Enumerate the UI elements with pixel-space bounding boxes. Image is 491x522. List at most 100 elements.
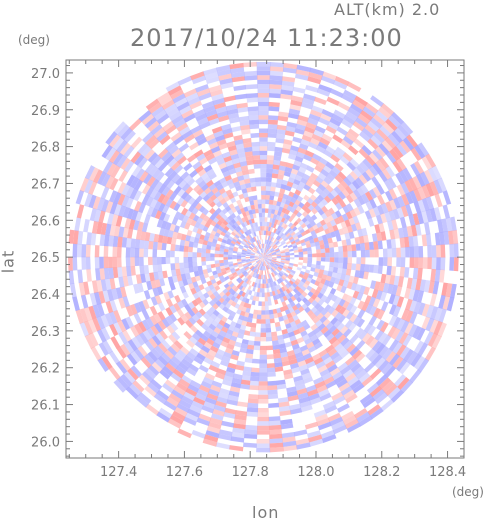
echo-cell xyxy=(261,310,265,314)
echo-cell xyxy=(206,253,211,257)
echo-cell xyxy=(387,248,392,257)
echo-cell xyxy=(325,253,330,258)
x-tick-label: 127.6 xyxy=(166,465,203,480)
echo-cell xyxy=(86,257,91,270)
echo-cell xyxy=(261,186,266,190)
echo-cell xyxy=(360,264,365,272)
echo-cell xyxy=(255,177,261,182)
echo-cell xyxy=(361,257,366,264)
echo-cell xyxy=(449,257,454,271)
y-tick-label: 26.0 xyxy=(31,435,60,450)
echo-cell xyxy=(246,412,258,417)
echo-cell xyxy=(257,71,270,76)
echo-cell xyxy=(266,182,272,187)
echo-cell xyxy=(259,213,262,218)
echo-cell xyxy=(267,142,275,147)
echo-cell xyxy=(148,241,153,250)
echo-cell xyxy=(252,146,260,151)
echo-cell xyxy=(259,142,267,147)
echo-cell xyxy=(254,341,261,346)
echo-cell xyxy=(365,250,370,258)
echo-cell xyxy=(219,254,224,257)
echo-cell xyxy=(369,265,374,273)
echo-cell xyxy=(334,257,339,262)
echo-cell xyxy=(232,257,237,259)
echo-cell xyxy=(432,257,437,269)
echo-cell xyxy=(418,257,423,268)
echo-cell xyxy=(247,407,258,412)
echo-cell xyxy=(262,222,265,226)
echo-cell xyxy=(81,244,86,257)
echo-cell xyxy=(261,191,266,196)
echo-cell xyxy=(261,200,265,204)
echo-cell xyxy=(272,173,279,178)
echo-cell xyxy=(329,262,334,267)
echo-cell xyxy=(197,266,202,271)
echo-cell xyxy=(260,151,268,155)
echo-cell xyxy=(99,257,104,269)
echo-cell xyxy=(270,187,276,192)
echo-cell xyxy=(166,250,171,257)
echo-cell xyxy=(321,253,326,257)
echo-cell xyxy=(414,246,419,257)
echo-cell xyxy=(249,124,259,129)
echo-cell xyxy=(257,421,269,425)
echo-cell xyxy=(139,257,144,266)
echo-cell xyxy=(157,257,162,265)
echo-cell xyxy=(436,245,441,258)
echo-cell xyxy=(245,425,258,430)
echo-cell xyxy=(271,332,277,337)
echo-cell xyxy=(206,257,211,261)
echo-cell xyxy=(253,155,260,160)
echo-cell xyxy=(265,195,270,200)
echo-cell xyxy=(265,306,269,311)
echo-cell xyxy=(248,169,255,174)
echo-cell xyxy=(262,204,266,209)
echo-cell xyxy=(266,168,273,173)
echo-cell xyxy=(449,244,454,258)
echo-cell xyxy=(351,244,356,251)
echo-cell xyxy=(269,429,282,434)
echo-cell xyxy=(170,263,175,270)
echo-cell xyxy=(338,246,343,252)
echo-cell xyxy=(299,254,304,257)
echo-cell xyxy=(269,438,283,443)
echo-cell xyxy=(68,257,73,271)
echo-cell xyxy=(179,245,184,251)
echo-cell xyxy=(188,252,193,258)
echo-cell xyxy=(259,377,268,382)
echo-cell xyxy=(269,425,282,430)
echo-cell xyxy=(244,75,257,80)
echo-cell xyxy=(258,106,269,111)
echo-cell xyxy=(294,255,299,258)
echo-cell xyxy=(251,368,259,373)
echo-cell xyxy=(184,257,189,263)
echo-cell xyxy=(258,390,268,395)
echo-cell xyxy=(261,324,266,328)
echo-cell xyxy=(249,120,259,125)
echo-cell xyxy=(269,195,274,200)
echo-cell xyxy=(373,241,378,250)
echo-cell xyxy=(271,182,277,187)
echo-cell xyxy=(262,284,264,288)
echo-cell xyxy=(117,257,122,268)
echo-cell xyxy=(258,89,270,93)
echo-cell xyxy=(104,246,109,258)
y-tick-label: 27.0 xyxy=(31,67,60,82)
echo-cell xyxy=(269,434,282,439)
echo-cell xyxy=(249,385,259,390)
echo-cell xyxy=(256,182,262,187)
echo-cell xyxy=(157,242,162,250)
echo-cell xyxy=(193,262,198,267)
echo-cell xyxy=(334,262,339,268)
echo-cell xyxy=(148,257,153,265)
echo-cell xyxy=(237,257,242,259)
echo-cell xyxy=(251,187,257,192)
echo-cell xyxy=(251,323,257,328)
echo-cell xyxy=(260,155,267,160)
echo-cell xyxy=(117,247,122,258)
echo-cell xyxy=(268,301,272,306)
echo-cell xyxy=(86,244,91,257)
echo-cell xyxy=(258,408,269,412)
